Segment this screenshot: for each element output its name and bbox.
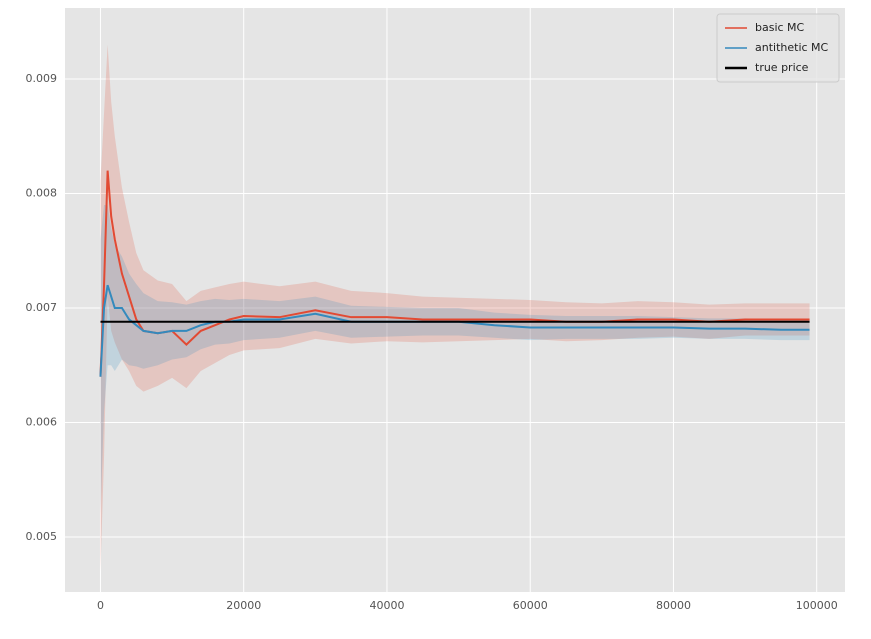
x-tick-label: 100000	[796, 599, 838, 612]
y-tick-label: 0.007	[26, 301, 58, 314]
legend-label: basic MC	[755, 21, 805, 34]
confidence-band	[100, 44, 810, 572]
x-tick-label: 80000	[656, 599, 691, 612]
y-tick-label: 0.005	[26, 530, 58, 543]
series-line	[99, 284, 810, 377]
y-tick-label: 0.006	[26, 416, 58, 429]
y-tick-label: 0.008	[26, 187, 58, 200]
legend: basic MC antithetic MC true price	[716, 13, 840, 83]
x-tick-label: 60000	[513, 599, 548, 612]
legend-box	[716, 13, 840, 83]
x-tick-label: 40000	[369, 599, 404, 612]
plot-area	[65, 8, 845, 592]
series-line	[99, 170, 810, 377]
x-tick-label: 0	[97, 599, 104, 612]
legend-label: true price	[755, 61, 809, 74]
y-tick-label: 0.009	[26, 72, 58, 85]
legend-label: antithetic MC	[755, 41, 829, 54]
x-tick-label: 20000	[226, 599, 261, 612]
